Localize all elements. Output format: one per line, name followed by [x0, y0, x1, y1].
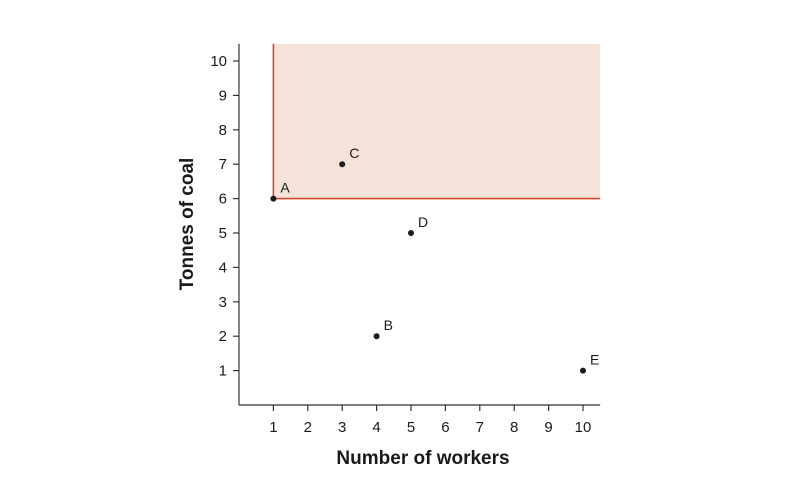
x-axis-title: Number of workers	[336, 448, 509, 469]
x-tick-label-8: 8	[510, 419, 518, 436]
y-tick-label-9: 9	[219, 87, 227, 104]
point-label-d: D	[418, 214, 428, 230]
x-tick-label-5: 5	[407, 419, 415, 436]
point-c	[339, 161, 346, 168]
point-d	[408, 230, 414, 236]
y-tick-label-1: 1	[219, 363, 227, 380]
point-label-b: B	[384, 317, 393, 333]
x-tick-label-3: 3	[338, 419, 346, 436]
point-e	[580, 367, 586, 374]
x-tick-label-1: 1	[269, 419, 277, 436]
x-tick-label-10: 10	[575, 419, 592, 436]
y-tick-label-5: 5	[219, 225, 227, 242]
data-points: A B C D E	[270, 145, 599, 374]
y-tick-label-2: 2	[219, 328, 227, 345]
y-tick-label-10: 10	[210, 53, 227, 70]
y-tick-label-6: 6	[219, 191, 227, 208]
point-label-c: C	[349, 145, 359, 161]
point-b	[373, 333, 380, 340]
point-label-e: E	[590, 352, 599, 368]
x-tick-label-4: 4	[372, 419, 380, 436]
y-tick-label-3: 3	[219, 294, 227, 311]
point-a	[270, 195, 277, 202]
y-tick-label-7: 7	[219, 156, 227, 173]
shaded-region	[272, 43, 601, 200]
y-tick-label-4: 4	[219, 259, 227, 276]
x-tick-label-2: 2	[304, 419, 312, 436]
shaded-region-fill	[273, 43, 601, 199]
x-tick-label-9: 9	[544, 419, 552, 436]
axes: 1 2 3 4 5 6 7 8 9 10 1 2 3 4 5 6 7 8 9 10	[210, 43, 601, 436]
y-axis-title: Tonnes of coal	[177, 158, 198, 291]
point-label-a: A	[280, 180, 290, 196]
x-tick-label-6: 6	[441, 419, 449, 436]
y-tick-label-8: 8	[219, 122, 227, 139]
x-tick-label-7: 7	[476, 419, 484, 436]
